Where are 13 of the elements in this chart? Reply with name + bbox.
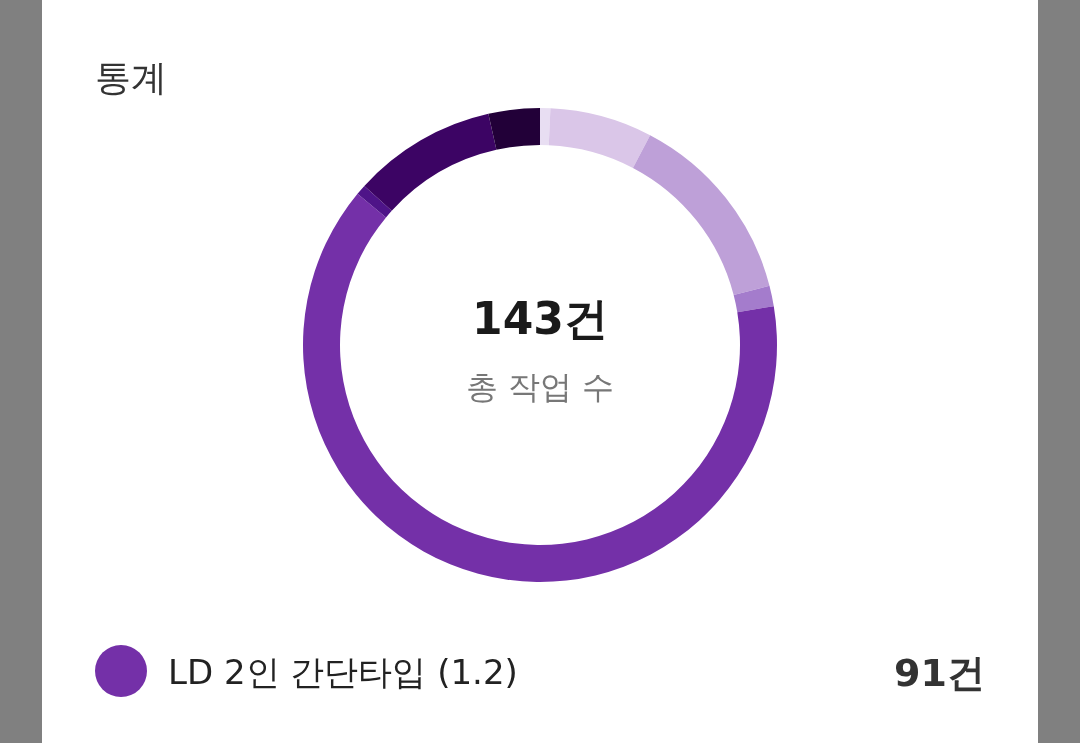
donut-slice <box>364 113 497 211</box>
text: 143건 <box>472 293 608 344</box>
legend-label: LD 2인 간단타입 (1.2) <box>168 652 518 692</box>
text: 총 작업 수 <box>465 368 615 406</box>
data-label: 91건 <box>894 651 985 695</box>
donut-slice <box>632 135 770 296</box>
donut-slice <box>540 108 551 146</box>
donut-slice <box>303 193 777 582</box>
donut-slice <box>357 185 392 218</box>
chart-title: 통계 <box>95 57 167 98</box>
donut-slice <box>488 108 540 150</box>
donut-slice <box>548 108 651 168</box>
donut-slice <box>733 285 774 313</box>
